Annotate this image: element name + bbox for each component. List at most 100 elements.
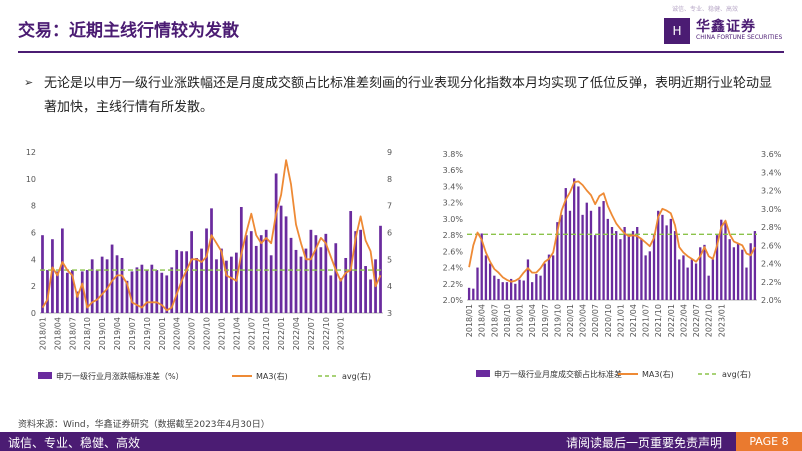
bar [535,274,538,300]
bullet-arrow-icon: ➢ [24,76,34,89]
bar [354,231,358,313]
bar [753,231,757,300]
x-tick-label: 2018/07 [68,317,77,350]
source-note: 资料来源：Wind，华鑫证券研究（数据截至2023年4月30日） [18,420,270,430]
bar [547,254,551,300]
bar [741,249,744,300]
legend-ma3-label: MA3(右) [642,369,674,379]
bar [568,210,572,300]
bar [185,251,189,313]
bar [682,255,685,300]
bar [304,248,308,313]
ma3-line [468,180,756,283]
bar [364,266,367,313]
y-left-tick-label: 2.2% [443,280,464,289]
x-tick-label: 2020/07 [188,317,197,350]
x-tick-label: 2020/04 [579,304,588,337]
bar [657,210,660,300]
page-title: 交易：近期主线行情较为发散 [18,21,239,41]
bar [594,235,597,300]
y-left-tick-label: 3.8% [443,150,464,159]
bar [711,259,715,300]
y-right-tick-label: 5 [387,255,392,264]
x-tick-label: 2019/10 [143,317,152,350]
bar [476,267,479,300]
bar [589,210,593,300]
x-tick-label: 2021/07 [247,317,256,350]
bar [100,256,104,313]
bar [190,231,193,313]
legend-avg-label: avg(右) [342,371,371,381]
logo-tagline: 诚信、专业、稳健、高效 [672,6,739,13]
bar [514,283,517,300]
bar [640,239,643,300]
bar [644,255,647,300]
bar [324,233,328,313]
bar [289,237,293,313]
logo-mark-icon: H [664,18,690,44]
bar [543,263,546,300]
x-tick-label: 2018/10 [503,304,512,337]
disclaimer-link[interactable]: 请阅读最后一页重要免责声明 [566,436,723,450]
bar [195,257,198,313]
bar [665,225,668,300]
bar [145,270,149,313]
y-right-tick-label: 3.4% [761,168,782,177]
y-left-tick-label: 2.8% [443,231,464,240]
x-tick-label: 2022/04 [292,317,301,350]
bar [493,275,496,300]
bar [652,235,656,300]
x-tick-label: 2021/04 [629,304,638,337]
y-left-tick-label: 8 [31,202,36,211]
bar [598,206,601,300]
bar [379,225,382,313]
y-right-tick-label: 6 [387,229,392,238]
bar [215,259,218,313]
bar [715,235,719,300]
footer-motto: 诚信、专业、稳健、高效 [8,436,141,450]
bar [90,259,94,313]
y-left-tick-label: 12 [26,148,36,157]
x-tick-label: 2018/04 [53,317,62,350]
x-tick-label: 2019/07 [541,304,550,337]
bar [661,214,664,300]
y-right-tick-label: 7 [387,202,392,211]
bar [480,233,483,300]
bar [150,264,154,313]
bar [488,263,492,300]
y-left-tick-label: 3.0% [443,215,464,224]
y-left-tick-label: 4 [31,255,36,264]
bar [585,202,588,300]
y-left-tick-label: 3.2% [443,199,464,208]
x-tick-label: 2020/01 [158,317,167,350]
x-tick-label: 2022/07 [307,317,316,350]
bar [497,278,500,300]
bar [577,186,580,300]
y-left-tick-label: 2 [31,282,36,291]
y-right-tick-label: 2.2% [761,278,782,287]
x-tick-label: 2020/01 [566,304,575,337]
bar [539,275,542,300]
bar [686,267,689,300]
bar [125,280,129,313]
bar [509,278,513,300]
x-tick-label: 2020/10 [604,304,613,337]
bar [648,251,651,300]
bar [556,222,559,300]
bar [160,272,164,313]
bar [56,271,59,313]
bar [602,201,605,300]
bar [319,247,323,313]
bar [699,247,702,300]
bar [130,271,134,313]
bar [155,270,159,313]
bar [220,248,223,313]
x-tick-label: 2021/07 [642,304,651,337]
bar [170,267,174,313]
bar [41,235,44,313]
bar [46,270,49,313]
bar [522,280,525,300]
x-tick-label: 2021/01 [616,304,625,337]
x-tick-label: 2021/10 [262,317,271,350]
bar [690,259,694,300]
